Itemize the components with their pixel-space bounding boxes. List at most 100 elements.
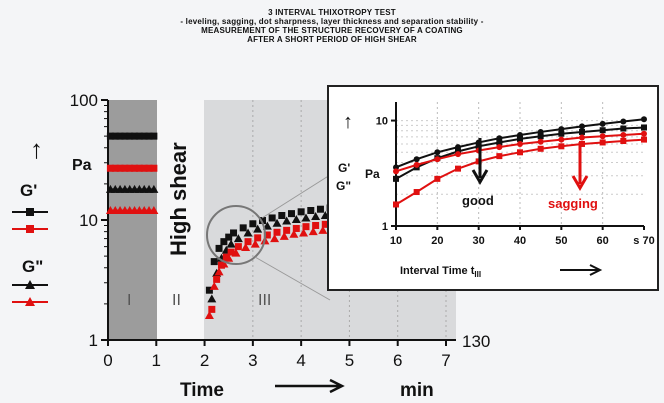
- inset-data-point: [620, 125, 627, 132]
- data-point: [239, 224, 247, 232]
- legend-key-marker: [26, 225, 34, 233]
- inset-data-point: [393, 168, 399, 175]
- inset-data-point: [558, 130, 565, 137]
- inset-data-point: [434, 149, 441, 156]
- inset-data-point: [517, 140, 523, 147]
- data-point: [297, 208, 305, 216]
- data-point: [282, 216, 292, 225]
- x-axis-unit: min: [400, 380, 434, 401]
- data-point: [321, 220, 329, 228]
- data-point: [231, 248, 241, 257]
- data-point: [273, 228, 281, 236]
- inset-data-point: [413, 189, 420, 196]
- data-point: [302, 223, 310, 231]
- legend-key-marker: [26, 208, 34, 216]
- data-point: [279, 231, 289, 240]
- inset-x-tick-label: 10: [390, 235, 402, 247]
- inset-x-tick-label: 50: [555, 235, 567, 247]
- data-point: [225, 233, 233, 241]
- inset-data-point: [496, 139, 503, 146]
- inset-data-point: [537, 145, 544, 152]
- data-point: [299, 228, 309, 237]
- data-point: [250, 239, 260, 248]
- data-point: [259, 217, 267, 225]
- right-axis-label: 130: [462, 332, 490, 351]
- data-point: [213, 275, 221, 283]
- inset-data-point: [620, 131, 627, 138]
- inset-data-point: [455, 151, 461, 158]
- inset-x-arrow: [560, 264, 603, 276]
- inset-data-point: [434, 175, 441, 182]
- data-point: [301, 213, 311, 222]
- data-point: [209, 281, 219, 290]
- inset-data-point: [496, 153, 503, 160]
- data-point: [215, 244, 223, 252]
- data-point: [205, 286, 213, 294]
- data-point: [289, 229, 299, 238]
- inset-data-point: [393, 201, 399, 208]
- interval-label-I: I: [127, 292, 131, 309]
- data-point: [219, 259, 229, 268]
- inset-data-point: [579, 123, 585, 130]
- inset-x-label-sub: III: [474, 270, 481, 279]
- inset-data-point: [558, 136, 565, 143]
- zoom-connector-lines: [254, 174, 331, 301]
- inset-data-point: [641, 136, 647, 143]
- inset-y-unit: Pa: [365, 167, 380, 181]
- inset-data-point: [620, 138, 627, 145]
- inset-data-point: [413, 161, 420, 168]
- y-tick-label: 1: [89, 331, 98, 350]
- inset-data-point: [393, 175, 399, 182]
- inset-x-tick-label: s 70: [633, 235, 654, 247]
- y-tick-label: 100: [70, 91, 98, 110]
- inset-data-point: [579, 134, 585, 141]
- data-point: [249, 220, 257, 228]
- y-tick-label: 10: [79, 211, 98, 230]
- data-point: [214, 267, 224, 276]
- data-point: [220, 238, 228, 246]
- annotation-sagging: sagging: [548, 196, 598, 211]
- data-point: [222, 253, 230, 261]
- inset-x-tick-label: 20: [431, 235, 443, 247]
- data-point: [312, 221, 320, 229]
- figure-title-block: 3 INTERVAL THIXOTROPY TEST - leveling, s…: [0, 8, 664, 44]
- inset-data-point: [599, 120, 606, 127]
- x-tick-label: 6: [393, 351, 402, 370]
- data-point: [292, 224, 300, 232]
- inset-x-tick-label: 30: [473, 235, 485, 247]
- inset-data-point: [599, 139, 606, 146]
- inset-data-point: [434, 156, 441, 163]
- inset-x-tick-label: 40: [514, 235, 526, 247]
- zoom-circle: [206, 205, 266, 265]
- inset-x-axis-label: Interval Time tIII: [400, 265, 481, 279]
- good-arrow: [471, 138, 489, 185]
- inset-x-tick-label: 60: [597, 235, 609, 247]
- inset-data-point: [558, 126, 565, 133]
- data-point: [241, 242, 251, 251]
- inset-data-point: [413, 156, 420, 163]
- sagging-arrow: [571, 142, 589, 191]
- legend-key-marker: [25, 297, 35, 306]
- x-axis-arrow: [275, 378, 345, 394]
- data-point: [204, 311, 214, 320]
- inset-data-point: [558, 143, 565, 150]
- data-point: [243, 228, 253, 237]
- inset-data-point: [579, 128, 585, 135]
- data-point: [318, 225, 328, 234]
- x-tick-label: 2: [200, 351, 209, 370]
- inset-x-label-main: Interval Time t: [400, 265, 475, 277]
- inset-y-tick-label: 10: [376, 116, 388, 128]
- annotation-good: good: [462, 193, 494, 208]
- data-point: [268, 214, 276, 222]
- x-tick-label: 1: [152, 351, 161, 370]
- data-point: [230, 229, 238, 237]
- inset-y-arrow: ↑: [343, 111, 353, 133]
- y-arrow: ↑: [30, 134, 43, 164]
- data-point: [244, 238, 252, 246]
- data-point: [311, 211, 321, 220]
- data-point: [262, 221, 272, 230]
- inset-data-point: [537, 138, 544, 145]
